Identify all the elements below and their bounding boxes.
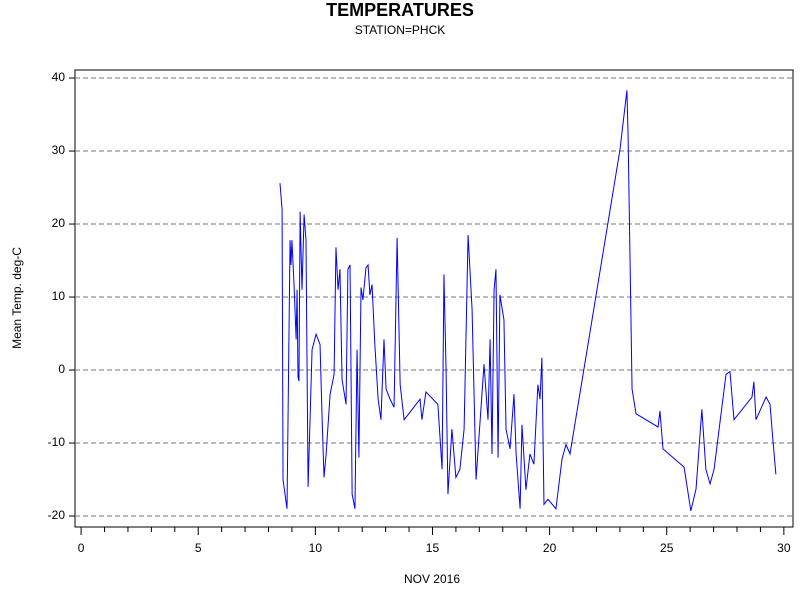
y-tick-label: 20 bbox=[52, 216, 66, 230]
x-tick-label: 10 bbox=[309, 541, 323, 555]
y-axis-label: Mean Temp. deg-C bbox=[10, 247, 24, 349]
x-tick-label: 20 bbox=[543, 541, 557, 555]
chart-title: TEMPERATURES bbox=[326, 0, 474, 20]
y-tick-label: 10 bbox=[52, 289, 66, 303]
x-tick-label: 5 bbox=[195, 541, 202, 555]
x-axis-label: NOV 2016 bbox=[404, 572, 460, 586]
x-tick-label: 30 bbox=[777, 541, 791, 555]
x-tick-label: 15 bbox=[426, 541, 440, 555]
plot-frame bbox=[74, 69, 794, 528]
x-tick-label: 0 bbox=[78, 541, 85, 555]
x-tick-label: 25 bbox=[660, 541, 674, 555]
data-line bbox=[279, 90, 777, 512]
y-tick-label: 30 bbox=[52, 143, 66, 157]
y-tick-label: -20 bbox=[48, 508, 66, 522]
y-tick-label: 40 bbox=[52, 70, 66, 84]
y-tick-label: -10 bbox=[48, 435, 66, 449]
y-tick-label: 0 bbox=[58, 362, 65, 376]
chart-subtitle: STATION=PHCK bbox=[355, 23, 446, 37]
